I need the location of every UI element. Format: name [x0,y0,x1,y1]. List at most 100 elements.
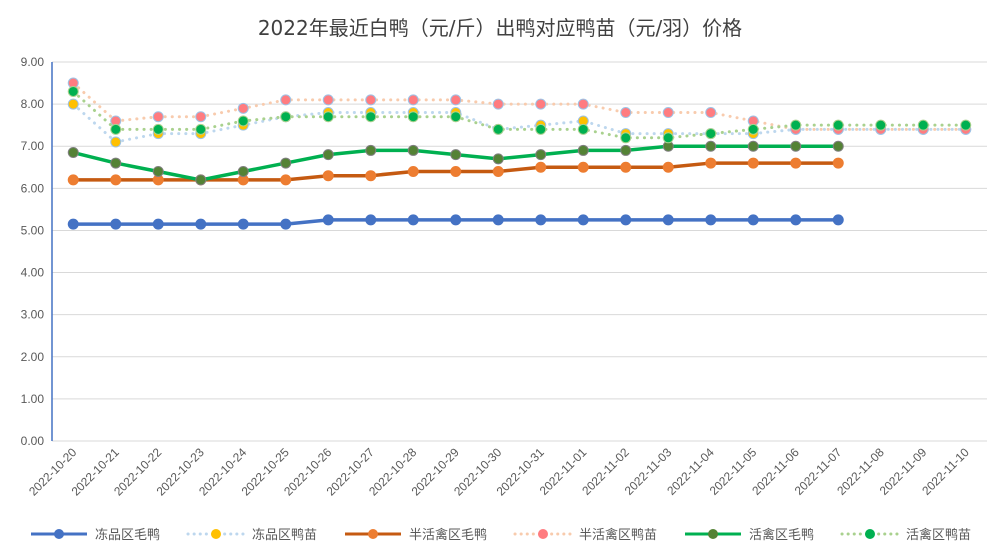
data-point [577,144,589,156]
series-line-5 [71,89,968,140]
data-point [237,115,249,127]
data-point [705,128,717,140]
data-point [152,165,164,177]
data-point [152,111,164,123]
data-point [705,140,717,152]
legend-item: 冻品区毛鸭 [29,524,160,543]
data-point [662,161,674,173]
y-tick-label: 8.00 [21,97,45,111]
data-point [450,214,462,226]
y-tick-label: 0.00 [21,434,45,448]
data-point [322,149,334,161]
data-point [195,174,207,186]
legend-item: 活禽区毛鸭 [683,524,814,543]
data-point [237,218,249,230]
legend-label: 冻品区毛鸭 [94,528,160,543]
data-point [407,144,419,156]
data-point [67,174,79,186]
data-point [237,165,249,177]
y-tick-label: 4.00 [21,266,45,280]
data-point [280,157,292,169]
y-tick-label: 6.00 [21,181,45,195]
data-point [747,140,759,152]
data-point [790,140,802,152]
data-point [535,214,547,226]
legend-item: 活禽区鸭苗 [840,524,971,543]
data-point [280,174,292,186]
data-point [875,119,887,131]
legend-swatch-icon [186,528,246,539]
legend-label: 活禽区毛鸭 [749,528,815,543]
data-point [110,123,122,135]
data-point [280,94,292,106]
data-point [152,218,164,230]
data-point [705,107,717,119]
data-point [790,214,802,226]
data-point [492,165,504,177]
chart-title: 2022年最近白鸭（元/斤）出鸭对应鸭苗（元/羽）价格 [257,16,743,40]
data-point [917,119,929,131]
legend-label: 半活禽区鸭苗 [579,528,658,543]
data-point [365,94,377,106]
legend-swatch-icon [840,528,900,539]
data-point [237,102,249,114]
data-point [620,144,632,156]
data-point [450,149,462,161]
data-point [705,214,717,226]
legend-swatch-icon [344,528,401,539]
legend-swatch-icon [30,528,87,539]
data-point [832,140,844,152]
data-point [365,170,377,182]
data-point [620,132,632,144]
legend-label: 活禽区鸭苗 [906,528,972,543]
data-point [110,218,122,230]
legend-swatch-icon [513,528,573,539]
data-point [110,174,122,186]
data-point [450,111,462,123]
series-line-1 [71,102,968,144]
data-point [67,147,79,159]
data-point [535,161,547,173]
data-point [365,111,377,123]
data-point [747,123,759,135]
data-point [577,123,589,135]
data-point [492,153,504,165]
data-point [620,161,632,173]
data-point [535,149,547,161]
data-point [790,157,802,169]
data-point [322,94,334,106]
data-point [152,123,164,135]
legend-item: 半活禽区鸭苗 [513,524,657,543]
legend-item: 半活禽区毛鸭 [343,524,487,543]
data-point [832,214,844,226]
series-line-3 [71,81,968,131]
data-point [407,111,419,123]
data-point [322,111,334,123]
data-point [492,123,504,135]
legend-label: 冻品区鸭苗 [251,528,317,543]
data-point [790,119,802,131]
data-point [450,94,462,106]
data-point [195,111,207,123]
data-point [747,157,759,169]
data-point [407,214,419,226]
data-point [577,161,589,173]
data-point [450,165,462,177]
data-point [662,107,674,119]
data-point [705,157,717,169]
data-point [620,214,632,226]
data-point [67,85,79,97]
data-point [195,218,207,230]
data-point [365,214,377,226]
data-point [322,214,334,226]
data-point [492,98,504,110]
data-point [662,214,674,226]
data-point [620,107,632,119]
data-point [110,157,122,169]
data-point [832,119,844,131]
data-point [110,136,122,148]
data-point [365,144,377,156]
data-point [832,157,844,169]
data-point [67,218,79,230]
